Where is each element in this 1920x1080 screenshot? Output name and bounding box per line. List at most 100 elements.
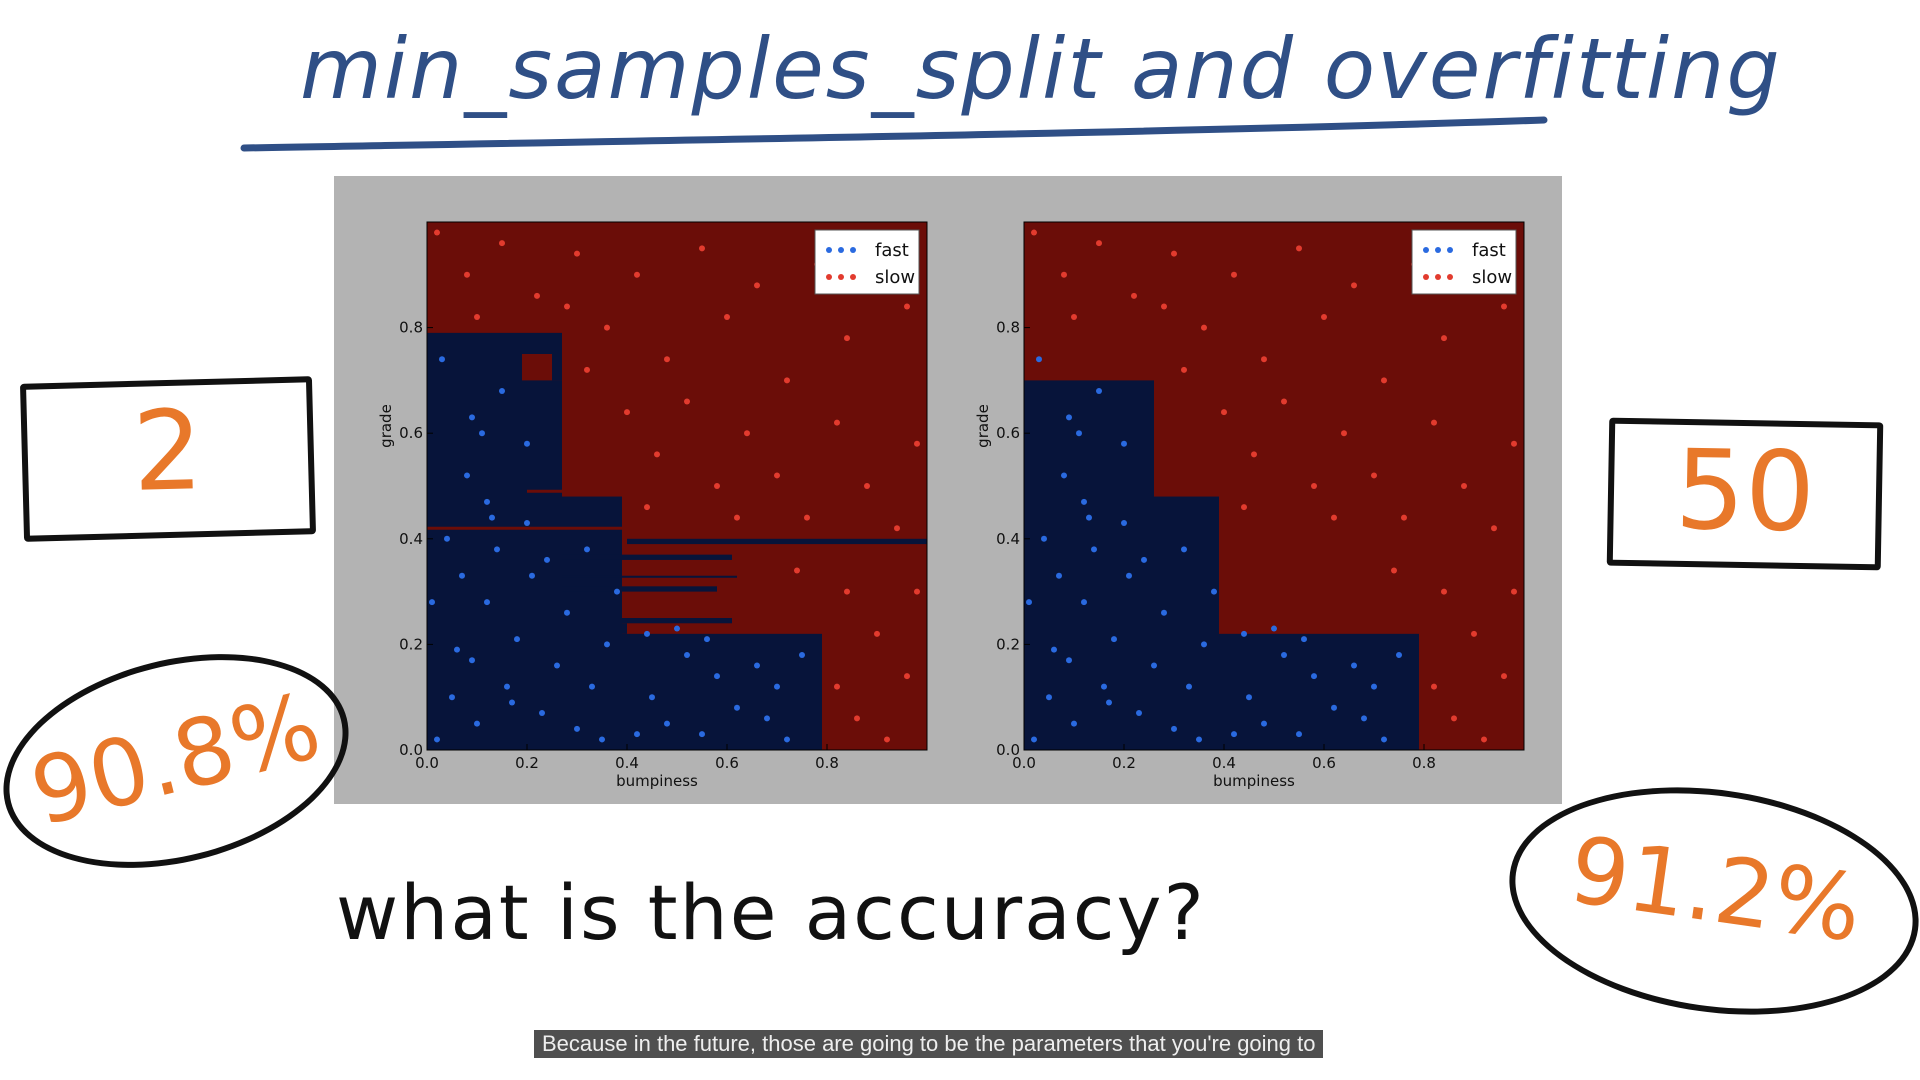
data-point-slow	[744, 430, 750, 437]
data-point-slow	[1171, 250, 1177, 257]
x-tick-label: 0.0	[1012, 754, 1036, 772]
data-point-slow	[904, 303, 910, 310]
legend-box	[1411, 229, 1517, 295]
data-point-fast	[589, 683, 595, 690]
data-point-fast	[674, 625, 680, 632]
data-point-fast	[584, 546, 590, 553]
accuracy-left: 90.8%	[20, 672, 331, 847]
data-point-fast	[1061, 472, 1067, 479]
data-point-fast	[699, 731, 705, 738]
data-point-slow	[1331, 514, 1337, 521]
data-point-slow	[1501, 673, 1507, 680]
y-tick-label: 0.6	[996, 424, 1020, 442]
data-point-fast	[1231, 731, 1237, 738]
data-point-slow	[1261, 356, 1267, 363]
data-point-fast	[554, 662, 560, 669]
data-point-fast	[439, 356, 445, 363]
data-point-fast	[514, 636, 520, 643]
data-point-fast	[449, 694, 455, 701]
data-point-slow	[644, 504, 650, 511]
fast-region	[427, 554, 732, 560]
legend-box	[814, 229, 920, 295]
y-tick-label: 0.2	[399, 635, 423, 653]
data-point-slow	[1296, 245, 1302, 252]
data-point-fast	[529, 572, 535, 579]
data-point-slow	[794, 567, 800, 574]
data-point-fast	[509, 699, 515, 706]
data-point-slow	[1131, 292, 1137, 299]
y-tick-label: 0.6	[399, 424, 423, 442]
data-point-fast	[774, 683, 780, 690]
chart-2: 0.0 0.2 0.4 0.6 0.8 0.0 0.2 0.4 0.6 0.8 bumpiness g…	[974, 221, 1525, 790]
legend-marker-slow	[850, 274, 856, 280]
y-tick-label: 0.2	[996, 635, 1020, 653]
subtitle-caption: Because in the future, those are going t…	[534, 1030, 1324, 1058]
data-point-slow	[434, 229, 440, 236]
param-box-left: 2	[19, 376, 317, 542]
data-point-slow	[1031, 229, 1037, 236]
data-point-fast	[484, 599, 490, 606]
data-point-fast	[1051, 646, 1057, 653]
y-tick-label: 0.8	[996, 319, 1020, 337]
page-title: min_samples_split and overfitting	[300, 20, 1782, 118]
data-point-slow	[1221, 409, 1227, 416]
data-point-slow	[884, 736, 890, 743]
legend-marker-slow	[1423, 274, 1429, 280]
fast-region	[1024, 380, 1154, 750]
data-point-slow	[534, 292, 540, 299]
data-point-fast	[484, 498, 490, 505]
y-tick-label: 0.4	[996, 530, 1020, 548]
fast-region	[522, 332, 552, 354]
data-point-slow	[754, 282, 760, 289]
data-point-slow	[864, 483, 870, 489]
x-axis-label: bumpiness	[616, 772, 698, 790]
data-point-fast	[1111, 636, 1117, 643]
data-point-fast	[1151, 662, 1157, 669]
data-point-slow	[1161, 303, 1167, 310]
data-point-slow	[1251, 451, 1257, 458]
data-point-slow	[564, 303, 570, 310]
data-point-slow	[654, 451, 660, 458]
legend-label-slow: slow	[875, 267, 915, 288]
data-point-slow	[1441, 588, 1447, 595]
data-point-fast	[1031, 736, 1037, 743]
charts-svg: 0.0 0.2 0.4 0.6 0.8 0.0 0.2 0.4 0.6 0.8 bumpiness g…	[377, 221, 1525, 790]
data-point-slow	[1451, 715, 1457, 722]
x-tick-label: 0.6	[715, 754, 739, 772]
y-tick-label: 0.4	[399, 530, 423, 548]
data-point-fast	[1046, 694, 1052, 701]
x-tick-label: 0.6	[1312, 754, 1336, 772]
data-point-fast	[1141, 556, 1147, 563]
data-point-fast	[1081, 599, 1087, 606]
data-point-fast	[1126, 572, 1132, 579]
data-point-slow	[714, 483, 720, 489]
data-point-fast	[469, 657, 475, 664]
data-point-fast	[764, 715, 770, 722]
data-point-fast	[1106, 699, 1112, 706]
plot-frame	[426, 221, 928, 751]
data-point-fast	[1066, 657, 1072, 664]
data-point-fast	[1246, 694, 1252, 701]
fast-region	[427, 575, 737, 578]
data-point-slow	[574, 250, 580, 257]
data-point-fast	[704, 636, 710, 643]
legend-marker-slow	[826, 274, 832, 280]
data-point-fast	[734, 704, 740, 711]
data-point-fast	[1081, 498, 1087, 505]
legend-marker-slow	[1447, 274, 1453, 280]
legend-marker-fast	[850, 247, 856, 253]
data-point-slow	[1501, 303, 1507, 310]
data-point-fast	[479, 430, 485, 437]
data-point-slow	[1481, 736, 1487, 743]
data-point-slow	[1401, 514, 1407, 521]
data-point-slow	[734, 514, 740, 521]
data-point-slow	[1241, 504, 1247, 511]
legend-marker-slow	[838, 274, 844, 280]
data-point-slow	[1511, 588, 1517, 595]
data-point-slow	[1311, 483, 1317, 489]
data-point-fast	[1331, 704, 1337, 711]
data-point-slow	[634, 271, 640, 278]
param-value-right: 50	[1673, 425, 1817, 557]
data-point-slow	[1061, 271, 1067, 278]
data-point-fast	[1271, 625, 1277, 632]
